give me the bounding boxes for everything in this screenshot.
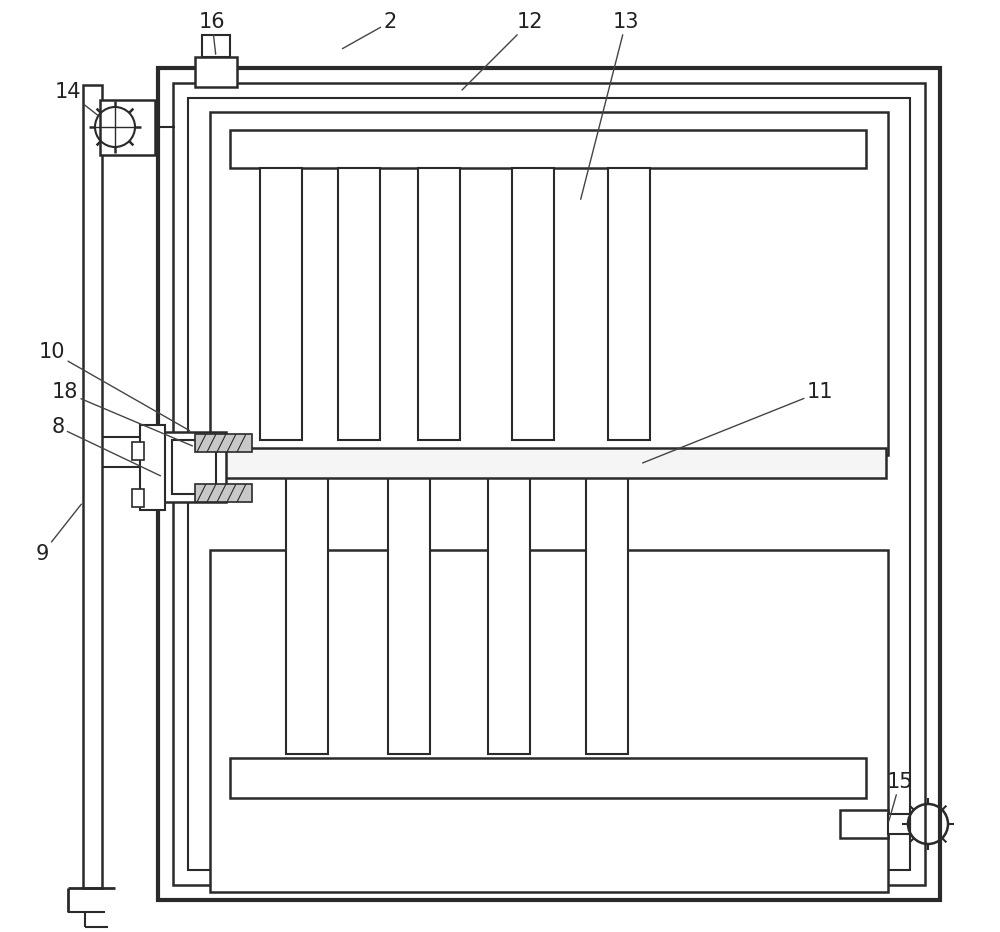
Bar	[132, 442, 144, 460]
Bar	[132, 489, 144, 507]
Bar	[418, 168, 460, 440]
Bar	[202, 35, 230, 57]
Text: 14: 14	[55, 82, 98, 116]
Text: 18: 18	[52, 382, 192, 445]
Bar	[188, 98, 910, 870]
Bar	[210, 112, 888, 455]
Bar	[388, 476, 430, 754]
Text: 15: 15	[887, 772, 913, 821]
Bar	[608, 168, 650, 440]
Text: 13: 13	[581, 12, 639, 199]
Bar	[195, 434, 252, 452]
Bar	[586, 476, 628, 754]
Bar	[260, 168, 302, 440]
Bar	[286, 476, 328, 754]
Bar	[140, 425, 165, 510]
Bar	[195, 57, 237, 87]
Bar	[488, 476, 530, 754]
Bar	[173, 83, 925, 885]
Bar	[162, 432, 226, 502]
Bar	[210, 550, 888, 892]
Bar	[230, 130, 866, 168]
Bar	[158, 68, 940, 900]
Text: 12: 12	[462, 12, 543, 90]
Bar	[230, 758, 866, 798]
Text: 11: 11	[643, 382, 833, 463]
Text: 10: 10	[39, 342, 190, 431]
Bar	[195, 484, 252, 502]
Bar	[840, 810, 888, 838]
Bar	[512, 168, 554, 440]
Bar	[338, 168, 380, 440]
Bar	[83, 85, 102, 888]
Bar	[215, 448, 886, 478]
Bar	[888, 814, 910, 834]
Bar	[172, 440, 216, 494]
Text: 16: 16	[199, 12, 225, 54]
Text: 2: 2	[342, 12, 397, 48]
Bar	[100, 100, 155, 155]
Text: 8: 8	[51, 417, 160, 476]
Text: 9: 9	[35, 504, 81, 564]
